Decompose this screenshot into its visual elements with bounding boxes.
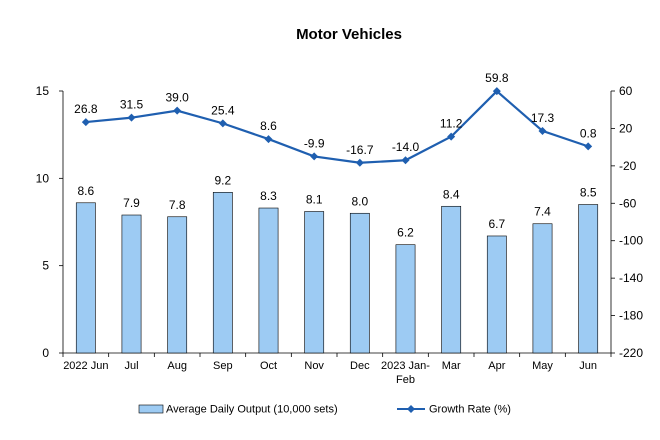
line-data-label: 59.8	[485, 71, 509, 85]
line-point	[81, 118, 90, 127]
bar-data-label: 9.2	[214, 173, 231, 187]
y-right-tick-label: -180	[619, 309, 643, 323]
line-point	[538, 126, 547, 135]
y-left-tick-label: 10	[36, 171, 50, 185]
bar-data-label: 8.1	[306, 193, 323, 207]
axes: 0 5 10 15 60 20 -20 -60 -100 -140 -180 -220	[36, 84, 644, 360]
x-tick-label: 2022 Jun	[63, 360, 108, 372]
y-right-tick-label: -20	[619, 159, 637, 173]
line-data-label: -16.7	[346, 143, 374, 157]
bar	[258, 207, 279, 354]
line-point	[584, 142, 593, 151]
legend-marker-line	[407, 405, 415, 413]
line-data-label: -14.0	[392, 140, 420, 154]
bar-series: 8.6 7.9 7.8 9.2 8.3 8.1 8.0 6.2 8.4 6.7 7.4 8.5	[75, 173, 599, 354]
y-right-tick-label: -140	[619, 271, 643, 285]
line-point	[401, 156, 410, 165]
bar	[75, 202, 96, 354]
bar-data-label: 8.6	[77, 184, 94, 198]
line-point	[447, 132, 456, 141]
line-point	[355, 158, 364, 167]
line-series: 26.8 31.5 39.0 25.4 8.6 -9.9 -16.7 -14.0 11.2 59.…	[74, 71, 597, 167]
y-left-tick-label: 15	[36, 84, 50, 98]
line-point	[127, 113, 136, 122]
x-tick-label: 2023 Jan-Feb	[381, 360, 430, 386]
bar-data-label: 8.3	[260, 189, 277, 203]
bar	[532, 223, 553, 354]
x-tick-label: Sep	[213, 360, 233, 372]
line-point	[264, 135, 273, 144]
bar	[486, 235, 507, 354]
line-point	[218, 119, 227, 128]
line-point	[492, 87, 501, 96]
x-tick-label: Apr	[488, 360, 505, 372]
x-axis-labels: 2022 Jun Jul Aug Sep Oct Nov Dec 2023 Jan-Feb Ma…	[63, 360, 597, 386]
y-left-tick-label: 0	[42, 346, 49, 360]
bar-data-label: 8.5	[580, 186, 597, 200]
line-data-label: 11.2	[440, 117, 463, 131]
x-tick-label: Oct	[260, 360, 277, 372]
line-data-label: 0.8	[580, 126, 597, 140]
line-data-label: 17.3	[531, 111, 555, 125]
line-data-label: 31.5	[120, 98, 144, 112]
line-point	[310, 152, 319, 161]
line-data-label: 39.0	[165, 91, 189, 105]
line-data-label: 25.4	[211, 103, 235, 117]
x-tick-label: Mar	[442, 360, 461, 372]
bar	[121, 214, 142, 354]
bar-data-label: 6.2	[397, 226, 414, 240]
line-data-label: 8.6	[260, 119, 277, 133]
line-data-label: -9.9	[304, 136, 325, 150]
bar-data-label: 7.9	[123, 196, 140, 210]
line-point	[173, 106, 182, 115]
y-right-tick-label: -100	[619, 234, 643, 248]
x-tick-label: Dec	[350, 360, 370, 372]
bar	[212, 192, 233, 354]
bar	[578, 204, 599, 354]
y-right-tick-label: -60	[619, 196, 637, 210]
line-data-label: 26.8	[74, 102, 98, 116]
growth-rate-line	[85, 89, 589, 164]
legend-label-line: Growth Rate (%)	[429, 404, 511, 416]
chart-title: Motor Vehicles	[296, 26, 402, 43]
y-left-tick-label: 5	[42, 259, 49, 273]
legend: Average Daily Output (10,000 sets) Growt…	[138, 404, 511, 416]
bar-data-label: 8.0	[351, 194, 368, 208]
legend-swatch-bar	[138, 404, 164, 414]
y-right-tick-label: 60	[619, 84, 633, 98]
bar	[395, 244, 416, 354]
bar-data-label: 7.8	[169, 198, 186, 212]
legend-label-bar: Average Daily Output (10,000 sets)	[166, 404, 338, 416]
x-tick-label: May	[532, 360, 553, 372]
bar	[349, 212, 370, 354]
x-tick-label: Jun	[579, 360, 597, 372]
y-right-tick-label: 20	[619, 121, 633, 135]
bar	[304, 211, 325, 354]
x-tick-label: Nov	[304, 360, 324, 372]
bar-data-label: 8.4	[443, 187, 460, 201]
x-tick-label: Aug	[167, 360, 187, 372]
bar	[441, 205, 462, 354]
y-right-tick-label: -220	[619, 346, 643, 360]
bar-data-label: 7.4	[534, 205, 551, 219]
bar	[167, 216, 188, 354]
x-tick-label: Jul	[124, 360, 138, 372]
bar-data-label: 6.7	[488, 217, 505, 231]
